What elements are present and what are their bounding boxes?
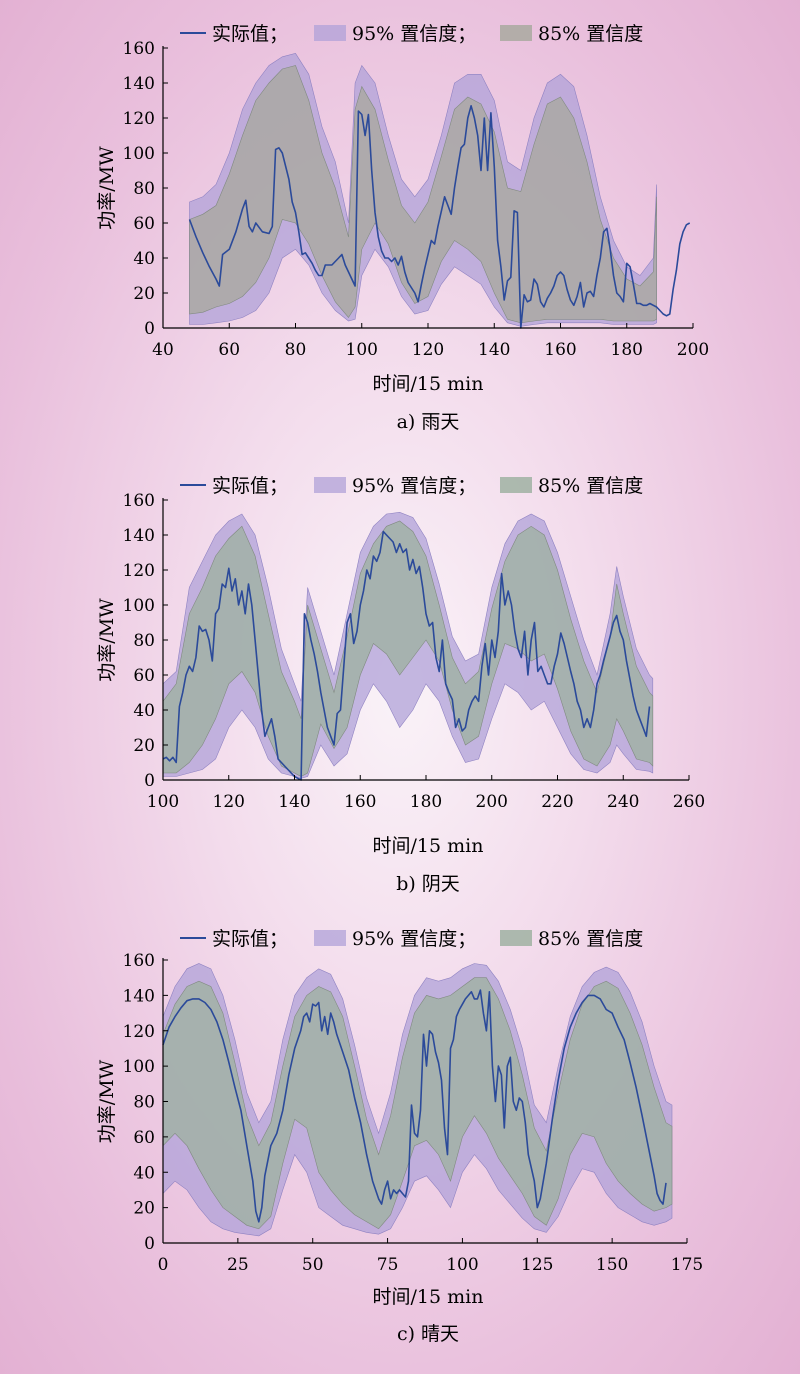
y-tick-label: 20 [133,284,155,304]
x-tick-label: 180 [611,340,643,360]
legend-band95-label: 95% 置信度； [352,928,476,950]
legend-actual-label: 实际值； [212,928,288,950]
x-tick-label: 160 [344,792,376,812]
y-tick-label: 140 [123,74,155,94]
legend-actual-label: 实际值； [212,23,288,45]
legend-band95-label: 95% 置信度； [352,475,476,497]
actual-series-line [162,530,651,781]
x-axis-label: 时间/15 min [373,835,484,857]
y-tick-label: 0 [144,771,155,791]
actual-series-line [162,989,667,1223]
legend-band95-swatch [314,477,346,493]
y-tick-label: 120 [123,1022,155,1042]
y-tick-label: 140 [123,526,155,546]
legend-band95-swatch [314,25,346,41]
y-axis-label: 功率/MW [96,1059,118,1143]
y-tick-label: 100 [123,144,155,164]
x-tick-label: 60 [218,340,240,360]
legend-band85-swatch [500,930,532,946]
y-tick-label: 100 [123,1057,155,1077]
y-tick-label: 40 [133,1163,155,1183]
x-tick-label: 200 [476,792,508,812]
legend-band95-label: 95% 置信度； [352,23,476,45]
x-axis-label: 时间/15 min [373,373,484,395]
x-tick-label: 120 [412,340,444,360]
band-85 [162,977,673,1230]
x-tick-label: 120 [213,792,245,812]
x-tick-label: 220 [541,792,573,812]
y-axis-label: 功率/MW [96,598,118,682]
x-tick-label: 75 [377,1255,399,1275]
y-tick-label: 40 [133,701,155,721]
x-tick-label: 240 [607,792,639,812]
x-tick-label: 180 [410,792,442,812]
y-tick-label: 120 [123,561,155,581]
chart-panel-rainy: 实际值； 95% 置信度； 85% 置信度 40 60 80 100 120 140 160… [96,23,709,433]
x-tick-label: 100 [147,792,179,812]
legend: 实际值； 95% 置信度； 85% 置信度 [180,928,643,950]
legend-band85-label: 85% 置信度 [538,23,643,45]
y-tick-label: 0 [144,1234,155,1254]
y-tick-label: 140 [123,986,155,1006]
panel-caption: b) 阴天 [396,873,460,895]
y-tick-label: 160 [123,951,155,971]
x-tick-label: 100 [446,1255,478,1275]
x-axis-label: 时间/15 min [373,1286,484,1308]
y-tick-label: 100 [123,596,155,616]
x-tick-label: 175 [671,1255,703,1275]
x-tick-label: 50 [302,1255,324,1275]
x-tick-label: 150 [596,1255,628,1275]
x-tick-label: 100 [346,340,378,360]
y-tick-label: 0 [144,319,155,339]
x-tick-label: 140 [478,340,510,360]
x-tick-label: 260 [673,792,705,812]
y-tick-label: 120 [123,109,155,129]
band-85 [162,520,654,777]
x-tick-label: 25 [227,1255,249,1275]
y-tick-label: 160 [123,491,155,511]
chart-panel-cloudy: 实际值； 95% 置信度； 85% 置信度 100 120 140 160 180 200… [96,475,705,895]
x-tick-label: 125 [521,1255,553,1275]
legend-band95-swatch [314,930,346,946]
y-tick-label: 40 [133,249,155,269]
y-tick-label: 80 [133,631,155,651]
x-tick-label: 200 [677,340,709,360]
y-tick-label: 20 [133,1199,155,1219]
panel-caption: a) 雨天 [397,411,460,433]
legend: 实际值； 95% 置信度； 85% 置信度 [180,23,643,45]
legend-band85-swatch [500,25,532,41]
legend-band85-label: 85% 置信度 [538,928,643,950]
x-tick-label: 160 [544,340,576,360]
legend-band85-label: 85% 置信度 [538,475,643,497]
y-tick-label: 60 [133,666,155,686]
y-tick-label: 20 [133,736,155,756]
chart-panel-sunny: 实际值； 95% 置信度； 85% 置信度 0 25 50 75 100 125 150 17… [96,928,703,1345]
legend-actual-label: 实际值； [212,475,288,497]
y-tick-label: 60 [133,214,155,234]
x-tick-label: 0 [158,1255,169,1275]
x-tick-label: 80 [285,340,307,360]
y-axis-label: 功率/MW [96,146,118,230]
x-tick-label: 40 [152,340,174,360]
x-tick-label: 140 [278,792,310,812]
y-tick-label: 60 [133,1128,155,1148]
panel-caption: c) 晴天 [397,1323,459,1345]
y-tick-label: 80 [133,1093,155,1113]
legend: 实际值； 95% 置信度； 85% 置信度 [180,475,643,497]
band-85 [189,65,657,324]
y-tick-label: 80 [133,179,155,199]
legend-band85-swatch [500,477,532,493]
actual-series-line [188,105,691,329]
y-tick-label: 160 [123,39,155,59]
